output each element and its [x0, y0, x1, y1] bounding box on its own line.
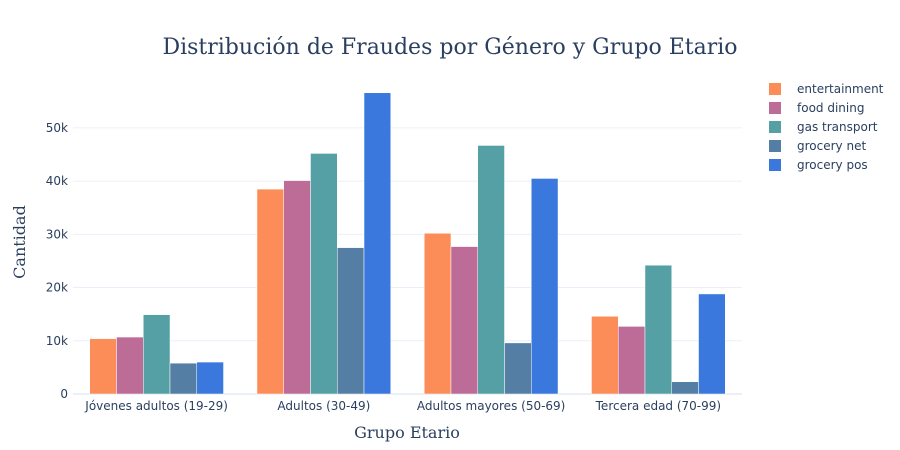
- x-tick-label: Adultos (30-49): [277, 399, 370, 413]
- legend-item[interactable]: grocery net: [769, 139, 866, 153]
- bar[interactable]: [196, 361, 224, 395]
- x-axis-title: Grupo Etario: [354, 423, 460, 442]
- bar[interactable]: [477, 145, 505, 395]
- bar[interactable]: [310, 153, 338, 395]
- legend-swatch: [769, 121, 781, 133]
- bar[interactable]: [423, 233, 452, 395]
- legend-swatch: [769, 102, 781, 114]
- legend-swatch: [769, 140, 781, 152]
- legend-item[interactable]: grocery pos: [769, 158, 868, 172]
- bar[interactable]: [450, 246, 478, 395]
- y-tick-label: 40k: [46, 174, 68, 188]
- legend-label: grocery net: [797, 139, 866, 153]
- y-tick-label: 30k: [46, 227, 68, 241]
- x-axis-ticks: Jóvenes adultos (19-29) Adultos (30-49) Ad…: [84, 399, 721, 413]
- bar[interactable]: [337, 247, 365, 395]
- legend-label: food dining: [797, 101, 864, 115]
- bar[interactable]: [363, 92, 392, 395]
- legend-item[interactable]: food dining: [769, 101, 864, 115]
- bar[interactable]: [169, 362, 198, 395]
- bar[interactable]: [116, 336, 144, 395]
- bar[interactable]: [617, 326, 646, 395]
- y-tick-label: 0: [60, 387, 68, 401]
- bar[interactable]: [142, 314, 171, 395]
- bar[interactable]: [256, 188, 284, 395]
- y-axis-ticks: 0 10k 20k 30k 40k 50k: [46, 121, 68, 401]
- bar[interactable]: [89, 338, 117, 395]
- bar[interactable]: [591, 316, 619, 395]
- legend-item[interactable]: entertainment: [769, 82, 884, 96]
- legend-item[interactable]: gas transport: [769, 120, 878, 134]
- y-axis-title: Cantidad: [10, 205, 29, 279]
- legend: entertainment food dining gas transport gro…: [769, 82, 884, 172]
- legend-label: grocery pos: [797, 158, 868, 172]
- x-tick-label: Tercera edad (70-99): [595, 399, 721, 413]
- chart-title: Distribución de Fraudes por Género y Gru…: [162, 35, 737, 60]
- y-tick-label: 20k: [46, 281, 68, 295]
- legend-swatch: [769, 83, 781, 95]
- bar[interactable]: [283, 180, 311, 395]
- bar[interactable]: [644, 264, 673, 395]
- legend-label: entertainment: [797, 82, 884, 96]
- legend-swatch: [769, 159, 781, 171]
- legend-label: gas transport: [797, 120, 878, 134]
- bar[interactable]: [531, 178, 559, 395]
- bar[interactable]: [698, 293, 726, 395]
- bar[interactable]: [671, 381, 699, 395]
- x-tick-label: Adultos mayores (50-69): [417, 399, 566, 413]
- y-tick-label: 10k: [46, 334, 68, 348]
- bars: [89, 92, 726, 395]
- y-tick-label: 50k: [46, 121, 68, 135]
- bar[interactable]: [504, 342, 532, 395]
- x-tick-label: Jóvenes adultos (19-29): [84, 399, 228, 413]
